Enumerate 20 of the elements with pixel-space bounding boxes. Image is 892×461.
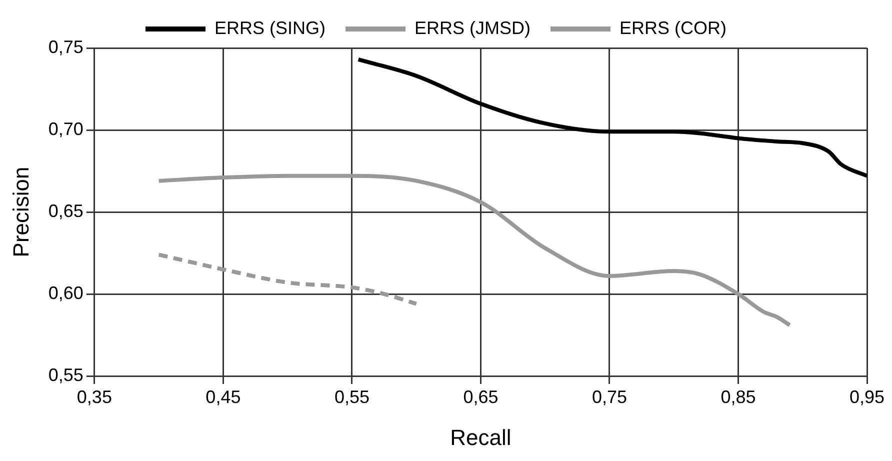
y-tick-label: 0,65 bbox=[48, 200, 84, 221]
x-tick-label: 0,55 bbox=[334, 386, 370, 407]
x-tick-label: 0,85 bbox=[720, 386, 756, 407]
x-tick-label: 0,75 bbox=[592, 386, 627, 407]
line-series bbox=[156, 252, 418, 306]
line-series bbox=[156, 174, 792, 328]
x-tick-label: 0,35 bbox=[76, 386, 112, 407]
y-tick-label: 0,75 bbox=[48, 36, 84, 57]
x-tick-label: 0,45 bbox=[206, 386, 241, 407]
x-tick-label: 0,95 bbox=[849, 386, 885, 407]
y-axis-title: Precision bbox=[8, 166, 34, 258]
line-series bbox=[356, 57, 867, 178]
legend-label: ERRS (SING) bbox=[214, 18, 326, 38]
legend-label: ERRS (JMSD) bbox=[414, 18, 531, 38]
y-tick-label: 0,60 bbox=[48, 282, 84, 303]
y-tick-label: 0,55 bbox=[48, 364, 84, 385]
x-tick-label: 0,65 bbox=[463, 386, 498, 407]
legend-label: ERRS (COR) bbox=[620, 18, 727, 38]
x-axis-title: Recall bbox=[450, 424, 512, 450]
y-tick-label: 0,70 bbox=[48, 118, 84, 139]
